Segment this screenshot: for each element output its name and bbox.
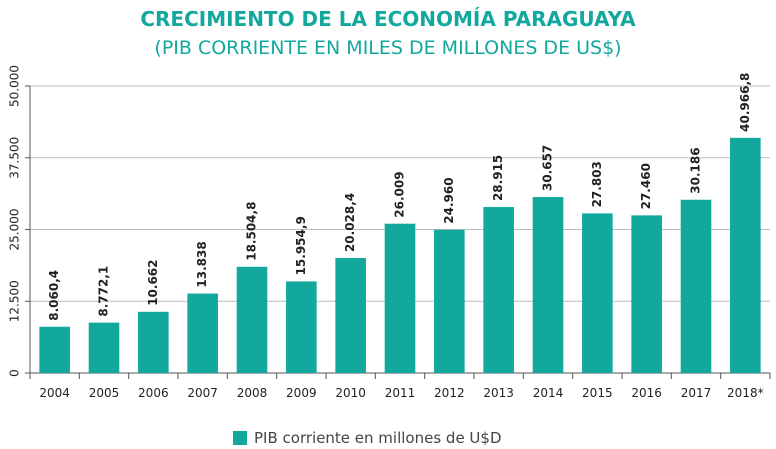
bar <box>680 199 712 373</box>
x-tick-label: 2009 <box>286 386 317 400</box>
bar <box>730 137 761 373</box>
bar <box>532 197 564 373</box>
value-label: 26.009 <box>393 171 407 217</box>
bar <box>236 266 268 373</box>
bar <box>483 207 514 373</box>
value-label: 28.915 <box>491 155 505 201</box>
bar <box>138 311 169 373</box>
value-label: 40.966,8 <box>738 73 752 132</box>
x-tick-label: 2018* <box>727 386 764 400</box>
bar <box>384 223 416 373</box>
legend-label: PIB corriente en millones de U$D <box>254 429 502 447</box>
x-tick-label: 2012 <box>434 386 465 400</box>
y-tick-label: 25.000 <box>8 209 22 251</box>
y-tick-label: 37.500 <box>8 137 22 179</box>
bar <box>582 213 613 373</box>
legend-swatch <box>233 431 247 445</box>
x-tick-label: 2016 <box>631 386 662 400</box>
y-tick-label: 0 <box>8 369 22 377</box>
x-tick-label: 2006 <box>138 386 169 400</box>
x-tick-label: 2017 <box>681 386 712 400</box>
value-label: 18.504,8 <box>245 202 259 261</box>
bar <box>88 322 120 373</box>
x-tick-label: 2008 <box>237 386 268 400</box>
value-label: 27.460 <box>639 163 653 209</box>
y-tick-label: 50.000 <box>8 65 22 107</box>
x-tick-label: 2015 <box>582 386 613 400</box>
x-tick-label: 2004 <box>39 386 70 400</box>
value-label: 20.028,4 <box>343 193 357 252</box>
value-label: 24.960 <box>442 177 456 223</box>
value-label: 30.657 <box>541 145 555 191</box>
bar <box>286 281 317 373</box>
x-tick-label: 2010 <box>335 386 366 400</box>
x-tick-label: 2013 <box>483 386 514 400</box>
value-label: 8.772,1 <box>97 266 111 317</box>
value-label: 15.954,9 <box>294 216 308 275</box>
bar <box>187 293 218 373</box>
x-tick-label: 2011 <box>385 386 416 400</box>
bar <box>434 229 465 373</box>
value-label: 30.186 <box>689 147 703 193</box>
bar <box>631 215 662 373</box>
bar <box>335 258 366 373</box>
x-tick-label: 2007 <box>187 386 218 400</box>
chart-subtitle: (PIB CORRIENTE EN MILES DE MILLONES DE U… <box>154 37 621 59</box>
y-tick-label: 12.500 <box>8 280 22 322</box>
chart-title: CRECIMIENTO DE LA ECONOMÍA PARAGUAYA <box>140 7 636 31</box>
x-tick-label: 2014 <box>533 386 564 400</box>
bar <box>39 326 70 373</box>
value-label: 27.803 <box>590 161 604 207</box>
value-label: 10.662 <box>146 259 160 305</box>
value-label: 13.838 <box>195 241 209 287</box>
x-tick-label: 2005 <box>89 386 120 400</box>
value-label: 8.060,4 <box>47 270 61 321</box>
